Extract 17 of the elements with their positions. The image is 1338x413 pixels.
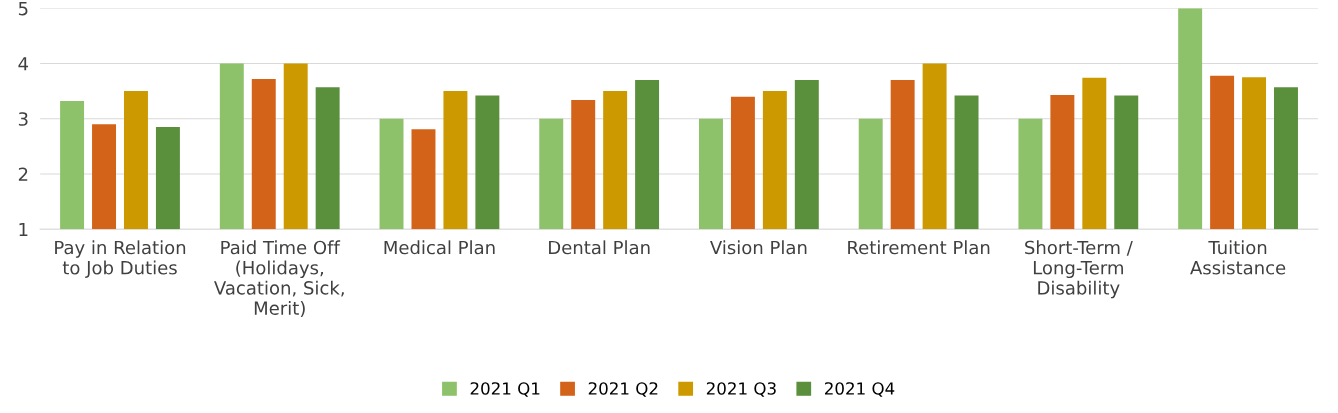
x-tick-label: Paid Time Off (Holidays, Vacation, Sick, Merit) [214,240,344,318]
legend-label: 2021 Q3 [706,382,776,397]
y-tick-label: 2 [18,167,28,181]
legend-label: 2021 Q4 [824,382,895,397]
x-tick-label: Short-Term / Long-Term Disability [1025,240,1133,299]
x-tick-label: Retirement Plan [848,240,990,255]
y-tick-label: 5 [18,1,28,16]
y-tick-label: 3 [18,112,28,126]
x-tick-label: Pay in Relation to Job Duties [55,240,186,278]
x-tick-label: Medical Plan [384,240,495,255]
x-tick-label: Vision Plan [710,240,807,255]
x-tick-label: Tuition Assistance [1190,240,1286,275]
legend-label: 2021 Q2 [588,382,658,397]
legend-label: 2021 Q1 [470,382,540,397]
y-tick-label: 4 [18,57,29,71]
y-tick-label: 1 [19,222,28,237]
x-tick-label: Dental Plan [549,240,650,255]
